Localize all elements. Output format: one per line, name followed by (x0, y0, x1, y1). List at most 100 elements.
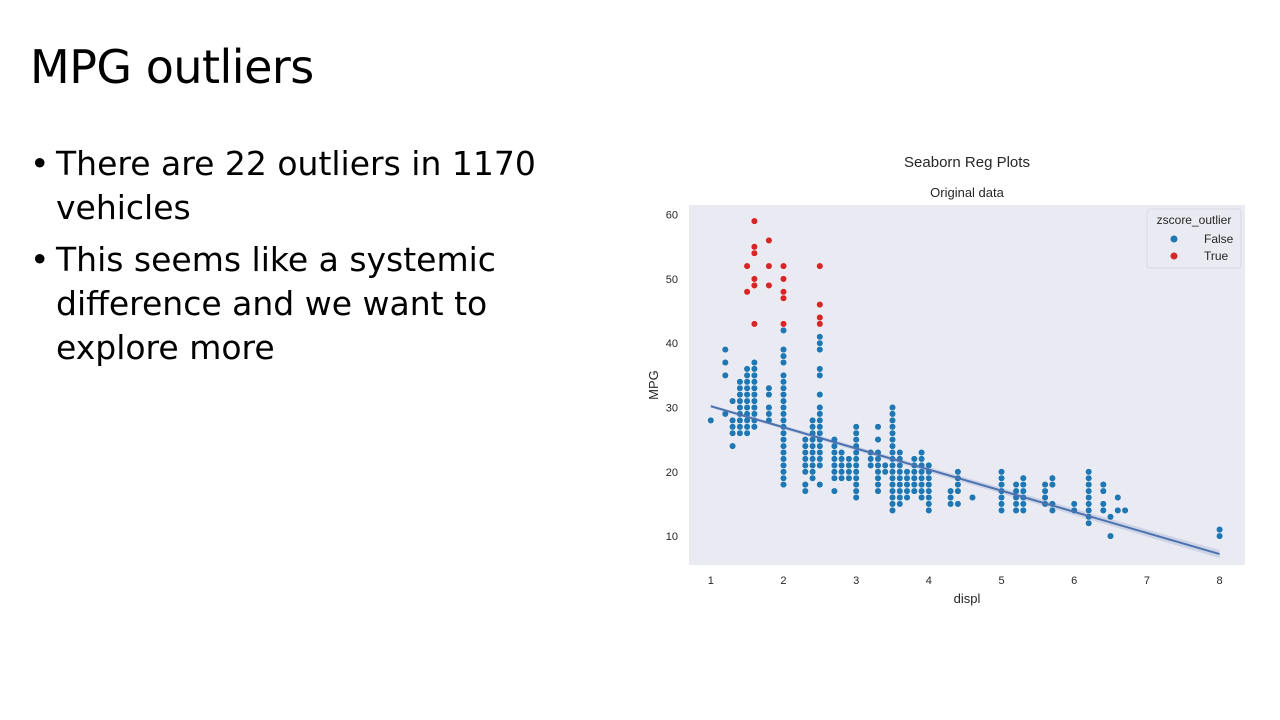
data-point-false (736, 429, 744, 437)
data-point-false (852, 487, 860, 495)
x-tick-label: 5 (998, 575, 1004, 587)
data-point-false (1099, 481, 1107, 489)
bullet-list: • There are 22 outliers in 1170 vehicles … (30, 142, 590, 378)
data-point-false (1085, 519, 1093, 527)
x-tick-label: 1 (708, 575, 714, 587)
data-point-false (997, 481, 1006, 489)
x-tick-label: 7 (1144, 575, 1150, 587)
data-point-false (801, 448, 809, 457)
y-axis-label: MPG (646, 370, 661, 400)
legend-marker-false (1170, 235, 1178, 243)
data-point-false (896, 500, 904, 508)
x-tick-label: 6 (1071, 575, 1077, 587)
data-point-false (954, 481, 962, 489)
data-point-false (903, 481, 911, 489)
data-point-false (954, 468, 962, 476)
data-point-false (1216, 532, 1224, 540)
data-point-false (1121, 506, 1129, 514)
data-point-false (903, 493, 911, 502)
data-point-false (910, 481, 918, 489)
data-point-false (816, 365, 824, 373)
data-point-false (779, 326, 788, 334)
data-point-false (1070, 500, 1078, 508)
data-point-false (779, 474, 788, 482)
data-point-false (954, 500, 962, 508)
data-point-false (809, 474, 817, 482)
data-point-false (1019, 506, 1027, 514)
data-point-false (1085, 500, 1093, 508)
data-point-false (736, 384, 744, 392)
data-point-false (809, 423, 817, 431)
data-point-false (743, 403, 751, 412)
data-point-false (888, 474, 897, 482)
data-point-false (809, 416, 817, 424)
data-point-false (1041, 481, 1049, 489)
data-point-false (779, 352, 788, 360)
data-point-false (750, 403, 758, 412)
y-tick-label: 40 (666, 338, 678, 350)
legend-marker-true (1170, 252, 1178, 260)
data-point-false (968, 493, 977, 502)
data-point-false (874, 474, 882, 482)
y-tick-label: 60 (666, 210, 678, 222)
data-point-false (779, 384, 788, 392)
data-point-false (910, 474, 918, 482)
data-point-true (816, 320, 824, 328)
y-axis: 10 20 30 40 50 60 (666, 210, 678, 543)
data-point-false (1048, 481, 1056, 489)
data-point-false (903, 468, 911, 476)
data-point-false (830, 468, 838, 476)
data-point-false (729, 397, 737, 405)
data-point-false (1019, 474, 1027, 482)
legend-box (1146, 208, 1242, 269)
data-point-false (779, 461, 788, 469)
data-point-false (801, 455, 809, 463)
data-point-false (888, 500, 897, 508)
data-point-true (779, 294, 788, 302)
data-point-false (947, 500, 955, 508)
bullet-item: • This seems like a systemic difference a… (30, 238, 590, 370)
data-point-false (888, 442, 897, 450)
data-point-false (838, 461, 846, 469)
slide-title: MPG outliers (30, 40, 314, 94)
data-point-false (896, 481, 904, 489)
data-point-false (816, 371, 824, 379)
data-point-false (809, 455, 817, 463)
data-point-false (874, 436, 882, 444)
data-point-false (816, 391, 824, 399)
data-point-false (1012, 506, 1020, 514)
data-point-false (1041, 487, 1049, 495)
data-point-false (852, 481, 860, 489)
data-point-false (903, 474, 911, 482)
data-point-false (1085, 474, 1093, 482)
data-point-false (838, 474, 846, 482)
data-point-false (830, 474, 838, 482)
data-point-false (816, 461, 824, 469)
data-point-false (816, 423, 824, 431)
bullet-dot-icon: • (30, 240, 50, 279)
data-point-false (830, 455, 838, 463)
data-point-false (1099, 487, 1107, 495)
data-point-false (888, 461, 897, 469)
data-point-false (736, 416, 744, 424)
data-point-false (947, 493, 955, 502)
data-point-false (779, 397, 788, 405)
data-point-false (729, 429, 737, 437)
data-point-false (1085, 481, 1093, 489)
bullet-dot-icon: • (30, 144, 50, 183)
data-point-false (736, 391, 744, 399)
data-point-true (750, 249, 758, 257)
data-point-false (830, 487, 838, 495)
bullet-item: • There are 22 outliers in 1170 vehicles (30, 142, 590, 230)
data-point-false (896, 474, 904, 482)
data-point-false (1106, 532, 1115, 540)
bullet-text: There are 22 outliers in 1170 vehicles (56, 144, 536, 227)
data-point-false (888, 416, 897, 424)
data-point-true (816, 262, 824, 270)
data-point-false (1106, 513, 1115, 521)
data-point-false (801, 468, 809, 476)
data-point-false (852, 493, 860, 502)
legend[interactable]: zscore_outlier False True (1146, 208, 1242, 269)
data-point-false (743, 378, 751, 386)
legend-label-true: True (1204, 249, 1229, 263)
